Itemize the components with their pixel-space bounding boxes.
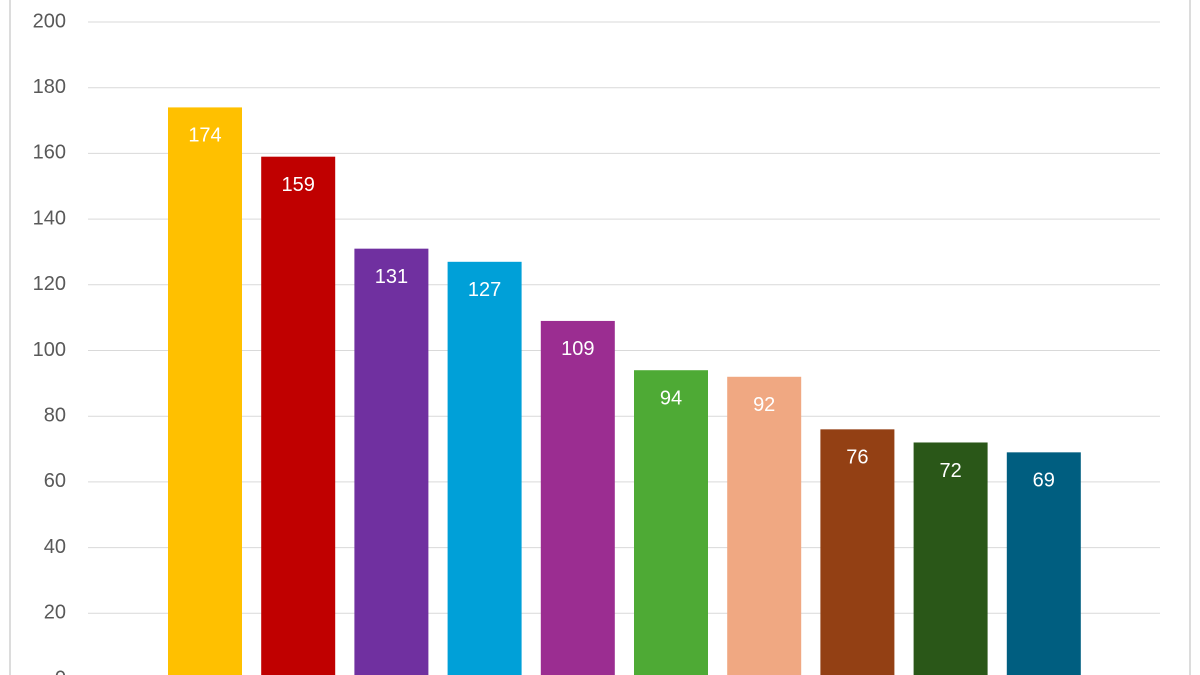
bar bbox=[447, 261, 522, 675]
y-tick-label: 120 bbox=[33, 273, 66, 295]
y-tick-label: 20 bbox=[44, 602, 66, 624]
bar bbox=[820, 429, 895, 675]
value-label: 127 bbox=[468, 279, 501, 301]
y-tick-label: 40 bbox=[44, 536, 66, 558]
y-tick-label: 180 bbox=[33, 76, 66, 98]
y-tick-label: 160 bbox=[33, 142, 66, 164]
bar bbox=[727, 376, 802, 675]
bar bbox=[913, 442, 988, 675]
value-label: 131 bbox=[375, 266, 408, 288]
value-label: 72 bbox=[939, 460, 961, 482]
value-label: 109 bbox=[561, 338, 594, 360]
bar bbox=[634, 370, 708, 675]
bar bbox=[1006, 452, 1081, 675]
value-label: 159 bbox=[282, 174, 315, 196]
value-label: 94 bbox=[660, 387, 682, 409]
y-tick-label: 60 bbox=[44, 470, 66, 492]
bar bbox=[168, 107, 242, 675]
value-label: 92 bbox=[753, 394, 775, 416]
y-tick-label: 80 bbox=[44, 404, 66, 426]
y-tick-label: 200 bbox=[33, 10, 66, 32]
value-label: 76 bbox=[846, 447, 868, 469]
bar bbox=[354, 248, 429, 675]
value-label: 174 bbox=[188, 125, 221, 147]
y-tick-label: 100 bbox=[33, 339, 66, 361]
y-tick-label: 140 bbox=[33, 207, 66, 229]
value-label: 69 bbox=[1033, 470, 1055, 492]
bar bbox=[261, 156, 336, 675]
chart-border bbox=[9, 0, 1191, 675]
bar bbox=[540, 320, 615, 675]
y-tick-label: 0 bbox=[55, 667, 66, 675]
